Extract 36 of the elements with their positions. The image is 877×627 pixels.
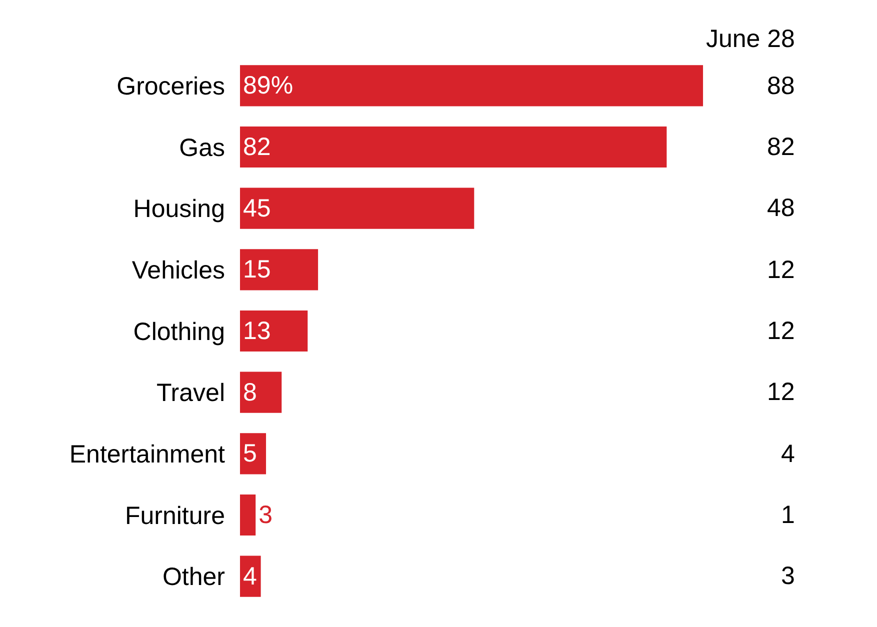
bar xyxy=(240,65,704,106)
text: 12 xyxy=(767,317,795,345)
data-label: 45 xyxy=(243,194,271,222)
text: 88 xyxy=(767,72,795,100)
bar xyxy=(240,372,282,413)
data-label: 82 xyxy=(243,133,271,161)
y-tick-label: Vehicles xyxy=(132,256,225,284)
y-tick-label: Other xyxy=(162,563,225,592)
text: June 28 xyxy=(706,25,795,53)
y-tick-label: Gas xyxy=(179,134,225,162)
text: 4 xyxy=(781,440,795,468)
bar xyxy=(240,249,318,290)
y-tick-label: Entertainment xyxy=(69,440,226,468)
data-label: 8 xyxy=(243,378,257,406)
y-tick-label: Clothing xyxy=(133,318,225,346)
bar xyxy=(240,310,308,352)
text: 48 xyxy=(767,194,795,222)
text: 82 xyxy=(767,133,795,161)
bar xyxy=(240,433,266,474)
text: 12 xyxy=(767,378,795,406)
text: 1 xyxy=(781,501,795,529)
data-label: 13 xyxy=(243,317,271,345)
y-tick-label: Furniture xyxy=(124,502,225,530)
data-label: 15 xyxy=(243,256,271,284)
bar xyxy=(240,494,256,536)
bar xyxy=(240,188,474,229)
text: 12 xyxy=(767,256,795,284)
y-tick-label: Travel xyxy=(156,379,225,408)
y-tick-label: Housing xyxy=(133,195,225,224)
text: 3 xyxy=(781,562,795,590)
y-tick-label: Groceries xyxy=(116,72,225,100)
data-label: 3 xyxy=(258,501,273,529)
bar xyxy=(240,126,667,168)
data-label: 4 xyxy=(243,562,257,590)
data-label: 5 xyxy=(243,440,257,468)
data-label: 89% xyxy=(243,72,294,100)
